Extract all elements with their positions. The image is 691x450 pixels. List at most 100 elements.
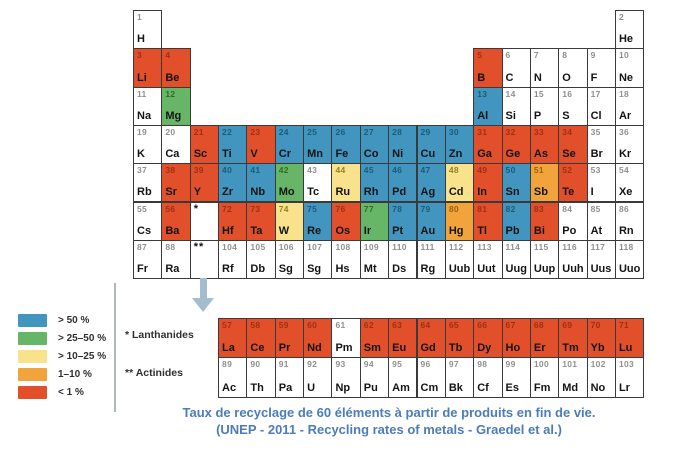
element-symbol: Xe [618, 186, 633, 199]
figure-caption-line1: Taux de recyclage de 60 éléments à parti… [182, 405, 596, 420]
element-cell-Cr: 24 Cr [274, 124, 305, 165]
element-symbol: At [590, 224, 603, 237]
element-cell-Uuo: 118 Uuo [614, 239, 645, 280]
atomic-number: 59 [278, 319, 289, 330]
atomic-number: 30 [448, 126, 459, 137]
atomic-number: 66 [477, 319, 488, 330]
atomic-number: 100 [533, 359, 549, 369]
atomic-number: 32 [505, 126, 516, 137]
element-symbol: Tm [562, 342, 579, 354]
element-cell-Dy: 66 Dy [473, 317, 503, 358]
atomic-number: 108 [335, 241, 351, 252]
element-cell-Na: 11 Na [133, 86, 163, 126]
atomic-number: 116 [562, 241, 577, 252]
element-symbol: I [590, 186, 594, 199]
element-symbol: Kr [618, 148, 632, 161]
element-symbol: Am [392, 381, 410, 394]
element-cell-Nd: 60 Nd [303, 317, 333, 358]
atomic-number: 26 [335, 126, 346, 137]
element-symbol: Ca [165, 148, 180, 161]
element-cell-Db: 105 Db [246, 239, 276, 280]
element-symbol: Bi [533, 224, 545, 237]
element-symbol: Uub [448, 263, 471, 276]
atomic-number: 5 [477, 50, 483, 61]
element-symbol: Uus [590, 263, 612, 276]
element-symbol: Rg [420, 263, 436, 276]
element-cell-Tl: 81 Tl [473, 201, 503, 241]
element-symbol: Md [562, 381, 579, 394]
element-symbol: Uut [477, 263, 496, 276]
element-cell-Te: 52 Te [558, 163, 588, 203]
element-symbol: Ag [420, 186, 436, 199]
element-symbol: Mt [363, 263, 377, 276]
element-symbol: Cl [590, 109, 602, 122]
element-symbol: Rh [363, 186, 379, 199]
actinides-footnote-label: ** Actinides [125, 367, 183, 379]
element-cell-Fm: 100 Fm [529, 357, 560, 398]
atomic-number: 101 [562, 359, 578, 369]
element-cell-Cu: 29 Cu [416, 124, 446, 165]
element-symbol: Db [250, 263, 266, 276]
element-cell-In: 49 In [473, 163, 503, 203]
element-symbol: Be [165, 71, 180, 84]
atomic-number: 25 [307, 126, 318, 137]
element-cell-Bi: 83 Bi [529, 201, 560, 241]
element-cell-He: 2 He [614, 10, 645, 50]
element-cell-Fe: 26 Fe [331, 124, 361, 165]
atomic-number: 77 [363, 203, 374, 214]
element-symbol: Rn [618, 224, 634, 237]
atomic-number: 109 [363, 241, 379, 252]
element-symbol: Ga [477, 148, 492, 161]
atomic-number: 33 [533, 126, 544, 137]
legend-label: 1–10 % [58, 368, 92, 380]
element-cell-Fr: 87 Fr [133, 239, 163, 280]
element-symbol: Sr [165, 186, 177, 199]
element-symbol: Rf [222, 263, 234, 276]
element-cell-Li: 3 Li [133, 48, 163, 88]
element-symbol: Hs [335, 263, 350, 276]
element-symbol: Zr [222, 186, 234, 199]
element-cell-Uus: 117 Uus [586, 239, 616, 280]
element-symbol: Mo [278, 186, 295, 199]
legend-label: > 25–50 % [58, 332, 107, 344]
element-symbol: Nd [307, 342, 322, 354]
element-cell-Er: 68 Er [529, 317, 560, 358]
element-symbol: Fe [335, 148, 349, 161]
element-cell-Tm: 69 Tm [558, 317, 588, 358]
element-cell-Ir: 77 Ir [359, 201, 390, 241]
element-cell-Th: 90 Th [246, 357, 276, 398]
element-cell-Re: 75 Re [303, 201, 333, 241]
element-cell-Mt: 109 Mt [359, 239, 390, 280]
element-cell-Ni: 28 Ni [388, 124, 418, 165]
element-symbol: Zn [448, 148, 463, 161]
atomic-number: 49 [477, 165, 488, 176]
element-cell-Cs: 55 Cs [133, 201, 163, 241]
atomic-number: 1 [137, 12, 143, 22]
element-cell-Br: 35 Br [586, 124, 616, 165]
element-cell-Bk: 97 Bk [444, 357, 475, 398]
legend-label: > 50 % [58, 314, 90, 326]
atomic-number: 56 [165, 203, 176, 214]
element-symbol: Hg [448, 224, 464, 237]
element-cell-Uup: 115 Uup [529, 239, 560, 280]
element-symbol: Fm [533, 381, 551, 394]
atomic-number: 2 [618, 12, 624, 22]
atomic-number: 55 [137, 203, 148, 214]
element-symbol: Mg [165, 109, 182, 122]
atomic-number: 53 [590, 165, 601, 176]
element-symbol: Uuh [562, 263, 584, 276]
element-cell-Ru: 44 Ru [331, 163, 361, 203]
atomic-number: 36 [618, 126, 629, 137]
element-symbol: Pd [392, 186, 407, 199]
element-symbol: He [618, 33, 633, 46]
atomic-number: 16 [562, 88, 573, 99]
element-symbol: Li [137, 71, 147, 84]
element-symbol: Ti [222, 148, 232, 161]
atomic-number: 79 [420, 203, 431, 214]
atomic-number: 6 [505, 50, 511, 61]
element-cell-Uuh: 116 Uuh [558, 239, 588, 280]
lanthanides-placeholder-cell: * [189, 201, 220, 241]
element-symbol: Po [562, 224, 577, 237]
element-symbol: V [250, 148, 258, 161]
